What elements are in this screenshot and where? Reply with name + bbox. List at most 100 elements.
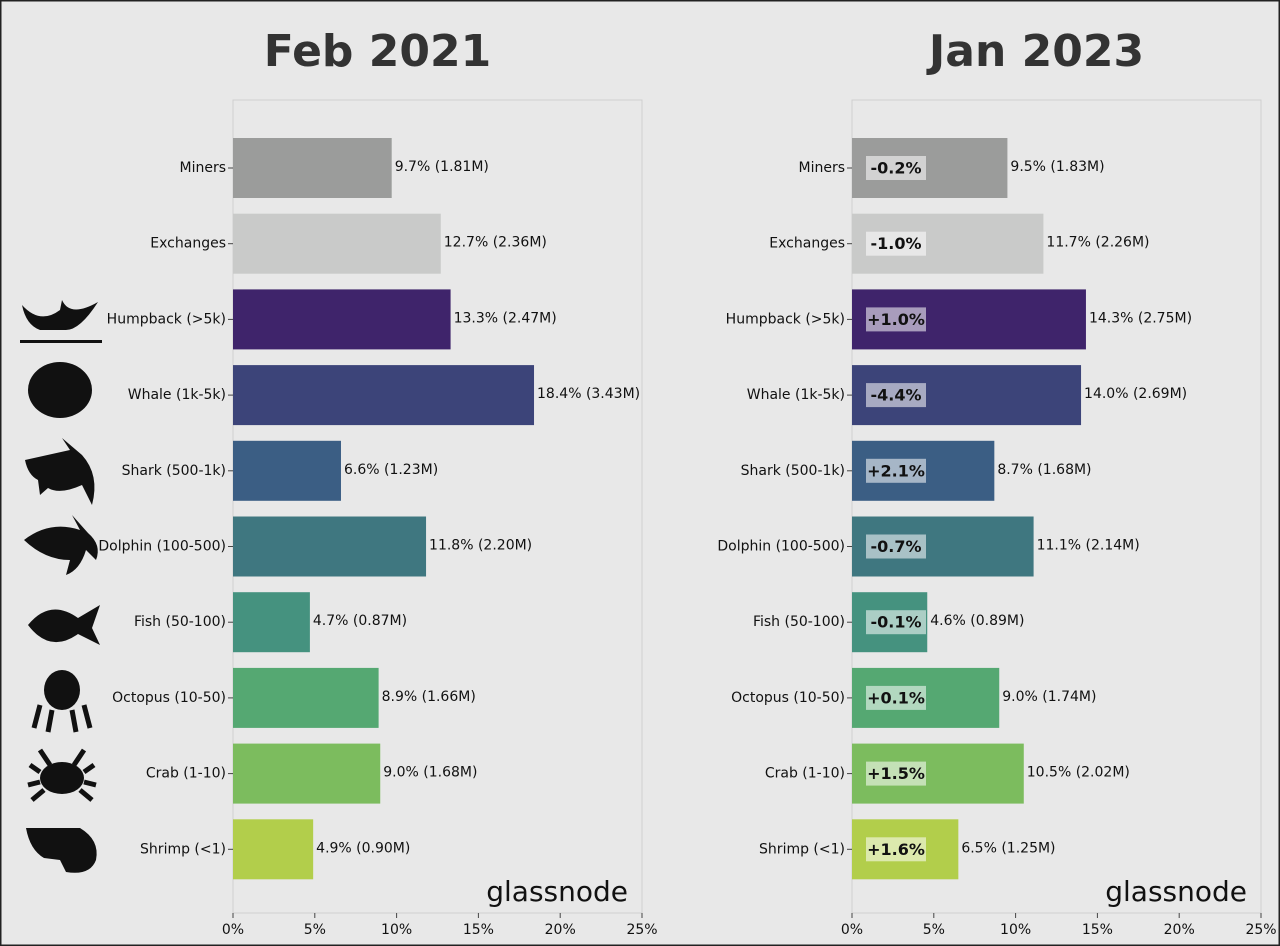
x-tick-label: 25% — [1245, 922, 1276, 938]
value-label: 9.5% (1.83M) — [1010, 159, 1104, 175]
water-line — [20, 340, 102, 343]
watermark: glassnode — [486, 875, 628, 908]
humpback-icon — [22, 300, 98, 330]
y-tick-label: Shrimp (<1) — [140, 841, 226, 857]
crab-legs — [27, 748, 97, 802]
value-label: 10.5% (2.02M) — [1027, 765, 1130, 781]
x-tick-label: 10% — [381, 922, 412, 938]
icons — [20, 300, 102, 873]
change-box — [866, 231, 926, 256]
change-label: +1.5% — [867, 764, 925, 783]
value-label: 14.3% (2.75M) — [1089, 310, 1192, 326]
change-box — [866, 307, 926, 332]
plot-area — [232, 99, 643, 914]
bar — [233, 213, 441, 274]
y-tick-label: Dolphin (100-500) — [717, 539, 845, 555]
fish-icon — [28, 605, 100, 645]
chart-title: Feb 2021 — [264, 26, 491, 77]
octopus-legs — [31, 704, 93, 733]
bar — [233, 365, 535, 426]
value-label: 18.4% (3.43M) — [537, 386, 640, 402]
y-tick-label: Shark (500-1k) — [741, 463, 845, 479]
value-label: 4.9% (0.90M) — [316, 840, 410, 856]
x-tick-label: 25% — [626, 922, 657, 938]
chart-title: Jan 2023 — [926, 26, 1144, 77]
change-box — [866, 383, 926, 408]
bar — [233, 138, 392, 198]
bar — [233, 289, 451, 350]
whale-icon — [28, 362, 92, 418]
x-tick-label: 0% — [222, 922, 244, 938]
value-label: 11.8% (2.20M) — [429, 538, 532, 554]
shrimp-icon — [26, 828, 97, 873]
x-tick-label: 5% — [923, 922, 945, 938]
y-tick-label: Shark (500-1k) — [122, 463, 226, 479]
value-label: 6.5% (1.25M) — [961, 840, 1055, 856]
change-label: -0.7% — [870, 537, 921, 556]
octopus-icon — [44, 670, 80, 710]
watermark: glassnode — [1105, 875, 1247, 908]
bar — [233, 819, 314, 880]
value-label: 4.6% (0.89M) — [930, 613, 1024, 629]
y-tick-label: Fish (50-100) — [753, 614, 845, 630]
x-tick-label: 20% — [1164, 922, 1195, 938]
dolphin-icon — [24, 515, 98, 575]
y-tick-label: Shrimp (<1) — [759, 841, 845, 857]
change-label: -4.4% — [870, 386, 921, 405]
y-tick-label: Crab (1-10) — [765, 766, 845, 782]
change-box — [866, 761, 926, 786]
change-box — [866, 458, 926, 483]
bar — [233, 743, 381, 804]
shark-icon — [25, 438, 95, 505]
value-label: 11.7% (2.26M) — [1046, 235, 1149, 251]
change-label: +0.1% — [867, 688, 925, 707]
change-label: +1.0% — [867, 310, 925, 329]
change-label: -0.2% — [870, 159, 921, 178]
value-label: 14.0% (2.69M) — [1084, 386, 1187, 402]
y-tick-label: Octopus (10-50) — [731, 690, 845, 706]
change-box — [866, 534, 926, 559]
value-label: 13.3% (2.47M) — [454, 310, 557, 326]
value-label: 8.9% (1.66M) — [382, 689, 476, 705]
value-label: 9.0% (1.74M) — [1002, 689, 1096, 705]
change-box — [866, 837, 926, 862]
y-tick-label: Miners — [798, 160, 845, 176]
value-label: 12.7% (2.36M) — [444, 235, 547, 251]
bar — [233, 667, 379, 728]
value-label: 11.1% (2.14M) — [1037, 538, 1140, 554]
y-tick-label: Exchanges — [769, 236, 845, 252]
bar — [233, 592, 310, 653]
bar — [233, 440, 341, 501]
change-label: +1.6% — [867, 840, 925, 859]
x-tick-label: 20% — [545, 922, 576, 938]
y-tick-label: Exchanges — [150, 236, 226, 252]
value-label: 8.7% (1.68M) — [997, 462, 1091, 478]
value-label: 9.7% (1.81M) — [395, 159, 489, 175]
y-tick-label: Humpback (>5k) — [726, 311, 845, 327]
x-tick-label: 15% — [463, 922, 494, 938]
y-tick-label: Dolphin (100-500) — [98, 539, 226, 555]
y-tick-label: Humpback (>5k) — [107, 311, 226, 327]
x-tick-label: 0% — [841, 922, 863, 938]
y-tick-label: Octopus (10-50) — [112, 690, 226, 706]
bar — [233, 516, 427, 577]
x-tick-label: 10% — [1000, 922, 1031, 938]
y-tick-label: Whale (1k-5k) — [747, 387, 845, 403]
y-tick-label: Fish (50-100) — [134, 614, 226, 630]
value-label: 6.6% (1.23M) — [344, 462, 438, 478]
change-box — [866, 685, 926, 710]
y-tick-label: Crab (1-10) — [146, 766, 226, 782]
y-tick-label: Miners — [179, 160, 226, 176]
value-label: 9.0% (1.68M) — [383, 765, 477, 781]
x-tick-label: 5% — [304, 922, 326, 938]
x-tick-label: 15% — [1082, 922, 1113, 938]
change-box — [866, 610, 926, 635]
crab-icon — [40, 762, 84, 794]
plot-area — [851, 99, 1262, 914]
y-tick-label: Whale (1k-5k) — [128, 387, 226, 403]
change-box — [866, 156, 926, 180]
change-label: +2.1% — [867, 461, 925, 480]
change-label: -0.1% — [870, 613, 921, 632]
